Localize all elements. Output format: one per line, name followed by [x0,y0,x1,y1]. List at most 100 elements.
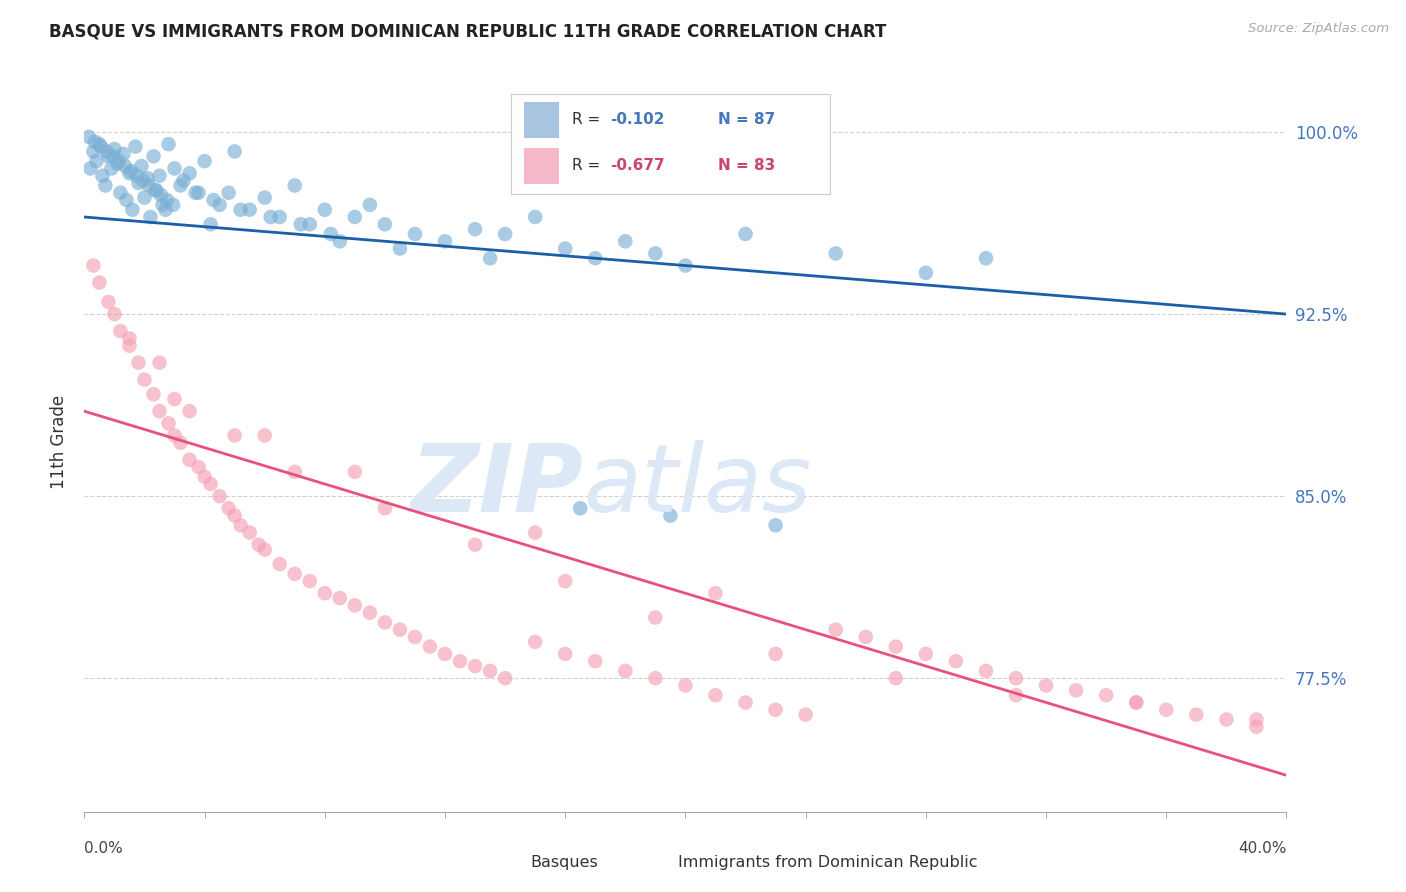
Point [97,149,120,163]
Point [208,489,231,503]
Point [824,623,846,637]
Point [298,574,321,588]
Point [134,373,156,387]
Point [765,647,787,661]
Point [614,664,637,678]
Text: atlas: atlas [583,441,811,532]
Point [1185,707,1208,722]
Point [127,176,149,190]
Point [143,183,166,197]
Point [290,217,312,231]
Point [644,246,666,260]
Point [77,129,100,144]
Point [659,508,682,523]
Point [148,404,170,418]
Point [524,635,547,649]
Point [112,147,135,161]
Text: Immigrants from Dominican Republic: Immigrants from Dominican Republic [678,855,977,870]
Point [200,217,222,231]
Point [179,404,201,418]
Point [374,501,396,516]
Point [224,145,246,159]
Point [152,198,174,212]
Text: 40.0%: 40.0% [1239,841,1286,855]
Point [107,156,129,170]
Point [120,164,142,178]
Point [110,324,132,338]
Point [284,566,307,581]
Point [145,183,167,197]
Point [86,154,108,169]
Point [163,161,186,176]
Point [114,159,136,173]
Point [103,307,125,321]
Point [1246,713,1268,727]
Point [157,137,180,152]
Point [148,169,170,183]
Y-axis label: 11th Grade: 11th Grade [51,394,69,489]
Point [343,465,366,479]
Point [374,217,396,231]
Point [169,435,191,450]
Point [329,234,352,248]
Point [121,202,143,217]
Point [704,688,727,702]
Point [229,202,252,217]
Point [124,139,146,153]
Point [125,169,148,183]
Point [479,664,502,678]
Point [359,606,381,620]
Point [1064,683,1087,698]
Point [554,647,576,661]
Point [494,671,516,685]
Point [91,169,114,183]
Point [374,615,396,630]
Point [110,186,132,200]
Point [314,202,336,217]
Point [675,259,697,273]
Point [1246,720,1268,734]
Point [202,193,225,207]
Point [1215,713,1237,727]
Point [253,428,276,442]
Point [239,525,262,540]
Point [765,703,787,717]
Point [419,640,441,654]
Point [524,525,547,540]
Point [284,465,307,479]
Point [108,154,131,169]
Point [464,659,486,673]
Point [269,210,291,224]
Point [734,696,756,710]
Text: Source: ZipAtlas.com: Source: ZipAtlas.com [1249,22,1389,36]
Point [127,356,149,370]
Point [524,210,547,224]
Point [314,586,336,600]
Point [855,630,877,644]
Point [229,518,252,533]
Point [118,339,141,353]
Point [675,678,697,692]
Point [136,171,159,186]
Point [1156,703,1178,717]
Point [132,173,155,187]
Point [884,640,907,654]
Point [359,198,381,212]
Point [142,387,165,401]
Point [94,178,117,193]
Point [101,149,124,163]
Text: 0.0%: 0.0% [84,841,124,855]
Point [208,198,231,212]
Point [82,259,104,273]
Point [187,186,209,200]
Point [1035,678,1057,692]
Point [388,623,411,637]
Point [449,654,471,668]
Point [200,477,222,491]
Point [329,591,352,606]
Point [224,428,246,442]
Point [179,166,201,180]
Point [734,227,756,241]
Point [150,188,173,202]
Point [1125,696,1147,710]
